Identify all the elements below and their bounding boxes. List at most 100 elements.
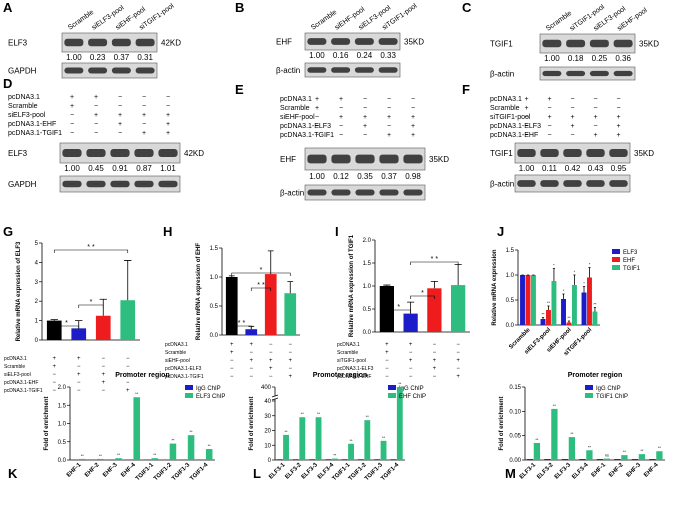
blot-band [542, 70, 562, 77]
chart-title: Promoter region [313, 372, 367, 379]
condition-sign: + [456, 358, 460, 364]
condition-sign: − [166, 94, 170, 101]
blot-band [331, 154, 351, 164]
significance-label: ns [605, 453, 609, 458]
significance-label: ** [99, 453, 103, 458]
blot-band [378, 67, 398, 73]
condition-sign: − [547, 105, 551, 112]
blot-band [609, 180, 628, 187]
bar [596, 459, 604, 460]
condition-sign: − [52, 388, 56, 394]
blot-band [378, 38, 398, 45]
condition-sign: − [315, 114, 319, 121]
x-tick-label: EHF-1 [591, 462, 608, 479]
significance-label: * [563, 288, 565, 293]
bar [530, 275, 536, 325]
blot-row-name: EHF [276, 38, 292, 47]
error-bar [454, 263, 462, 286]
condition-sign: + [94, 94, 98, 101]
condition-sign: − [70, 121, 74, 128]
blot-band [62, 149, 82, 157]
y-axis-label: Relative mRNA expression of TGIF1 [349, 234, 355, 337]
significance-label: ** [135, 391, 139, 396]
significance-label: ** [593, 302, 597, 307]
condition-name: pcDNA3.1-ELF3 [280, 123, 331, 130]
significance-label: ** [117, 452, 121, 457]
panel-letter: M [505, 466, 516, 481]
condition-name: Scramble [8, 103, 38, 110]
bar [169, 443, 177, 460]
blot-band [566, 70, 586, 77]
legend-label: EHF ChIP [399, 394, 426, 400]
bar [551, 408, 558, 460]
blot-band [88, 67, 108, 74]
condition-sign: + [385, 342, 389, 348]
condition-sign: + [101, 380, 105, 386]
y-axis-label: Relative mRNA expression of EHF [196, 243, 202, 340]
condition-sign: + [166, 121, 170, 128]
condition-sign: − [269, 374, 273, 380]
condition-sign: + [387, 114, 391, 121]
condition-sign: − [94, 103, 98, 110]
significance-label: ** [570, 431, 574, 436]
panel-letter: C [462, 0, 472, 15]
condition-sign: + [363, 114, 367, 121]
blot-band [62, 180, 82, 188]
y-tick-label: 20 [264, 429, 271, 435]
condition-sign: + [385, 350, 389, 356]
significance-bracket [386, 309, 411, 313]
x-tick-label: ELF3-1 [268, 462, 287, 481]
blot-row-name: GAPDH [8, 67, 37, 76]
x-tick-label: ELF3-2 [536, 462, 555, 481]
blot-band [542, 39, 562, 48]
y-tick-label: 0.0 [210, 333, 219, 339]
significance-label: * [260, 267, 263, 274]
y-tick-label: 2.0 [58, 385, 67, 391]
condition-sign: − [249, 350, 253, 356]
band-quantity: 0.11 [542, 164, 558, 173]
blot-row-name: TGIF1 [490, 40, 513, 49]
condition-sign: − [616, 105, 620, 112]
condition-sign: − [409, 374, 413, 380]
blot-size: 42KD [184, 149, 204, 158]
bar [427, 288, 442, 332]
condition-name: pcDNA3.1-ELF3 [490, 123, 541, 130]
band-quantity: 1.00 [66, 53, 82, 62]
band-quantity: 0.91 [112, 164, 128, 173]
condition-sign: + [94, 112, 98, 119]
condition-name: Scramble [490, 105, 520, 112]
bar [115, 458, 122, 460]
condition-sign: − [593, 96, 597, 103]
condition-sign: + [166, 130, 170, 137]
x-tick-label: TGIF1-1 [135, 462, 156, 483]
significance-label: ** [567, 315, 571, 320]
bar [284, 293, 297, 335]
y-tick-label: 5 [35, 241, 39, 247]
blot-band [566, 39, 586, 48]
y-tick-label: 0 [35, 338, 39, 344]
blot-band [86, 149, 106, 157]
bar [71, 328, 87, 340]
condition-sign: − [547, 123, 551, 130]
significance-label: * [589, 262, 591, 267]
blot-band [517, 180, 536, 187]
condition-sign: + [456, 374, 460, 380]
y-tick-label: 1.5 [210, 246, 219, 252]
panel-letter: J [497, 224, 504, 239]
blot-band [403, 189, 423, 196]
condition-name: pcDNA3.1-EHF [8, 121, 56, 128]
condition-sign: − [593, 123, 597, 130]
condition-sign: + [142, 130, 146, 137]
bar [631, 459, 639, 460]
y-tick-label: 2 [35, 299, 39, 305]
blot-band [64, 67, 84, 74]
condition-sign: − [570, 96, 574, 103]
lane-label: Scramble [310, 9, 338, 32]
bar [579, 459, 586, 460]
condition-sign: + [315, 105, 319, 112]
significance-label: ** [640, 448, 644, 453]
blot-band [403, 154, 423, 164]
condition-sign: − [52, 372, 56, 378]
legend-label: IgG ChIP [399, 386, 424, 392]
